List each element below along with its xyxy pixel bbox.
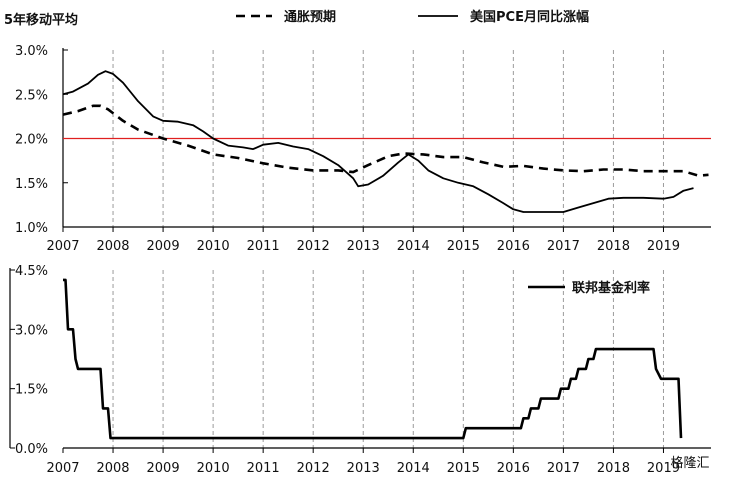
x-tick-label: 2008: [96, 461, 129, 476]
x-tick-label: 2010: [197, 461, 230, 476]
x-tick-label: 2017: [547, 239, 580, 254]
y-tick-label: 3.0%: [15, 323, 48, 338]
y-tick-label: 1.0%: [15, 221, 48, 236]
x-tick-label: 2014: [397, 461, 430, 476]
x-tick-label: 2011: [247, 461, 280, 476]
x-tick-label: 2016: [497, 461, 530, 476]
legend-label-inflation-expectation: 通胀预期: [284, 9, 336, 25]
x-tick-label: 2018: [597, 461, 630, 476]
x-tick-label: 2017: [547, 461, 580, 476]
series-line-0-1: [62, 70, 694, 213]
x-tick-label: 2019: [647, 461, 680, 476]
y-tick-label: 1.5%: [15, 383, 48, 398]
x-tick-label: 2007: [46, 239, 79, 254]
x-tick-label: 2007: [46, 461, 79, 476]
series-line-0-0: [62, 104, 709, 177]
x-tick-label: 2009: [147, 461, 180, 476]
x-tick-label: 2010: [197, 239, 230, 254]
y-tick-label: 2.0%: [15, 133, 48, 148]
x-tick-label: 2014: [397, 239, 430, 254]
x-tick-label: 2015: [447, 239, 480, 254]
x-tick-label: 2015: [447, 461, 480, 476]
legend-label-pce: 美国PCE月同比涨幅: [470, 9, 589, 25]
watermark-logo: 格隆汇: [670, 455, 709, 471]
y-tick-label: 2.5%: [15, 88, 48, 103]
y-tick-label: 1.5%: [15, 177, 48, 192]
y-tick-label: 4.5%: [15, 264, 48, 279]
x-tick-label: 2016: [497, 239, 530, 254]
y-tick-label: 3.0%: [15, 44, 48, 59]
x-tick-label: 2011: [247, 239, 280, 254]
series-line-1-0: [63, 278, 683, 440]
chart-title: 5年移动平均: [4, 12, 78, 28]
x-tick-label: 2018: [597, 239, 630, 254]
legend-label-fed-funds: 联邦基金利率: [572, 280, 650, 296]
y-tick-label: 0.0%: [15, 442, 48, 457]
x-tick-label: 2008: [96, 239, 129, 254]
x-tick-label: 2009: [147, 239, 180, 254]
x-tick-label: 2012: [297, 239, 330, 254]
x-tick-label: 2012: [297, 461, 330, 476]
x-tick-label: 2013: [347, 461, 380, 476]
x-tick-label: 2019: [647, 239, 680, 254]
x-tick-label: 2013: [347, 239, 380, 254]
